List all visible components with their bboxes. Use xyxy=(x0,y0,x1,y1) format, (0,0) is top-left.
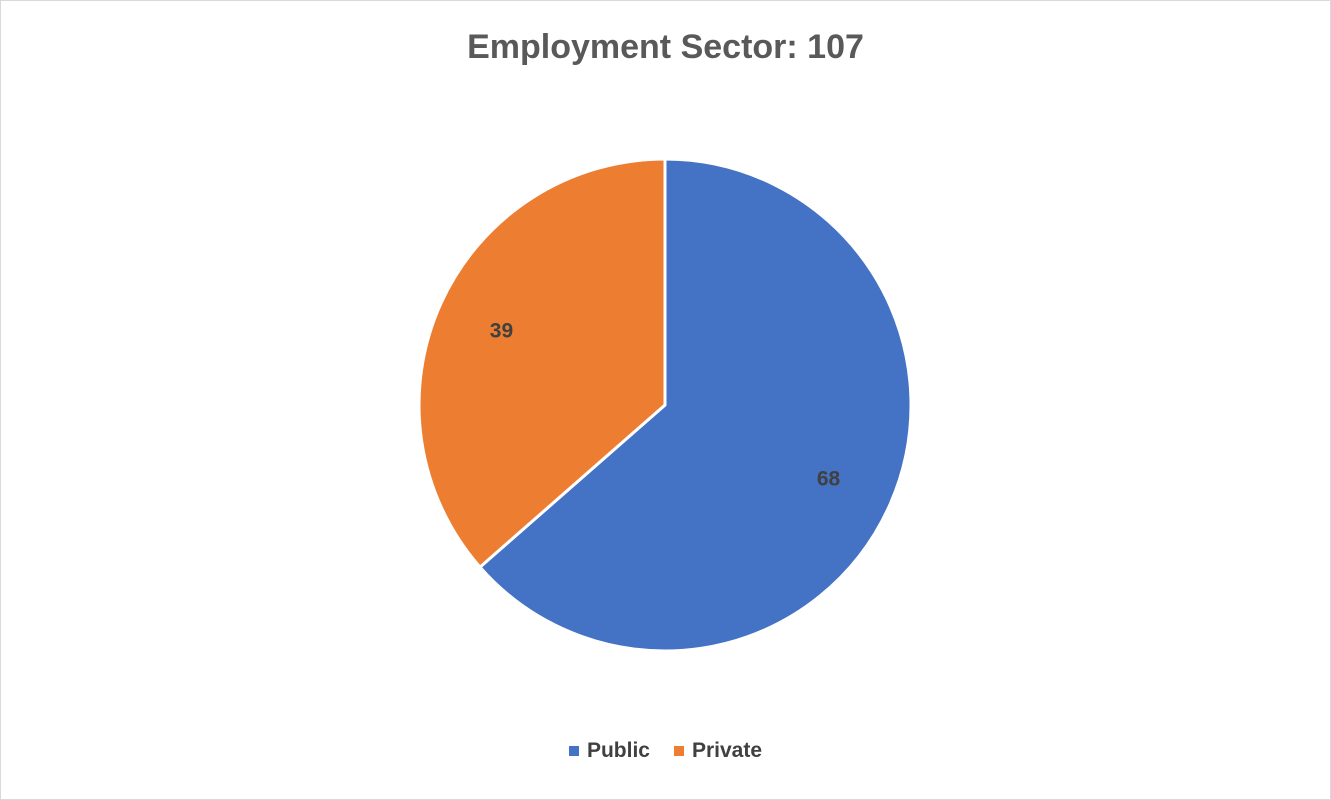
legend: Public Private xyxy=(0,739,1331,763)
pie-slice-public xyxy=(478,157,913,653)
chart-title: Employment Sector: 107 xyxy=(467,28,864,66)
legend-swatch-public xyxy=(568,746,579,756)
data-label-public: 68 xyxy=(817,468,841,491)
pie-slice-private xyxy=(417,157,667,569)
legend-label-public: Public xyxy=(586,739,650,762)
legend-swatch-private xyxy=(673,746,684,756)
legend-label-private: Private xyxy=(691,739,763,762)
data-label-private: 39 xyxy=(490,319,513,342)
legend-item-public: Public xyxy=(568,739,650,763)
legend-item-private: Private xyxy=(673,739,763,763)
